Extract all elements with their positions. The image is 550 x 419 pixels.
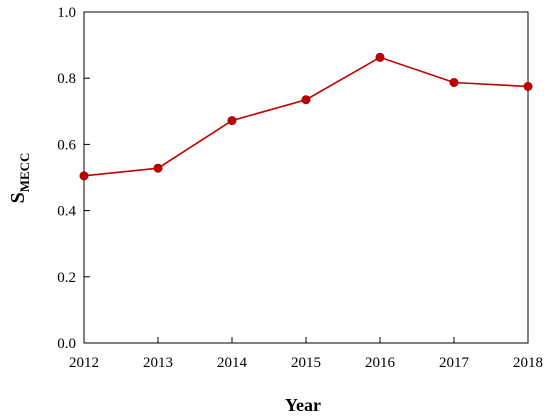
y-tick-label: 0.4 [57, 204, 76, 220]
y-axis-title-subscript: MECC [17, 153, 32, 193]
y-axis-title-main: S [7, 192, 29, 203]
plot-border [83, 11, 529, 344]
data-point-2016 [375, 52, 385, 62]
x-tick-label: 2012 [69, 355, 99, 371]
x-tick-label: 2016 [365, 355, 396, 371]
y-axis-title: SMECC [7, 153, 32, 204]
y-tick-label: 0.0 [57, 336, 76, 352]
x-tick-label: 2013 [143, 355, 173, 371]
y-tick-label: 0.2 [57, 270, 76, 286]
series-line [83, 56, 529, 177]
data-point-2018 [523, 81, 533, 91]
data-point-2012 [79, 171, 89, 181]
y-tick-label: 0.6 [57, 137, 76, 153]
y-axis: 0.0 0.2 0.4 0.6 0.8 1.0 [57, 5, 90, 352]
series-layer [79, 52, 533, 181]
x-tick-label: 2015 [291, 355, 321, 371]
x-axis: 2012 2013 2014 2015 2016 2017 2018 [69, 337, 543, 371]
y-tick-label: 0.8 [57, 71, 76, 87]
x-tick-label: 2018 [513, 355, 543, 371]
x-tick-label: 2017 [439, 355, 470, 371]
x-tick-label: 2014 [217, 355, 248, 371]
x-axis-title: Year [285, 395, 321, 415]
plot-frame [83, 11, 529, 344]
data-point-2014 [227, 116, 237, 126]
data-point-2015 [301, 95, 311, 105]
y-tick-label: 1.0 [57, 5, 76, 21]
data-point-2017 [449, 78, 459, 88]
data-point-2013 [153, 163, 163, 173]
